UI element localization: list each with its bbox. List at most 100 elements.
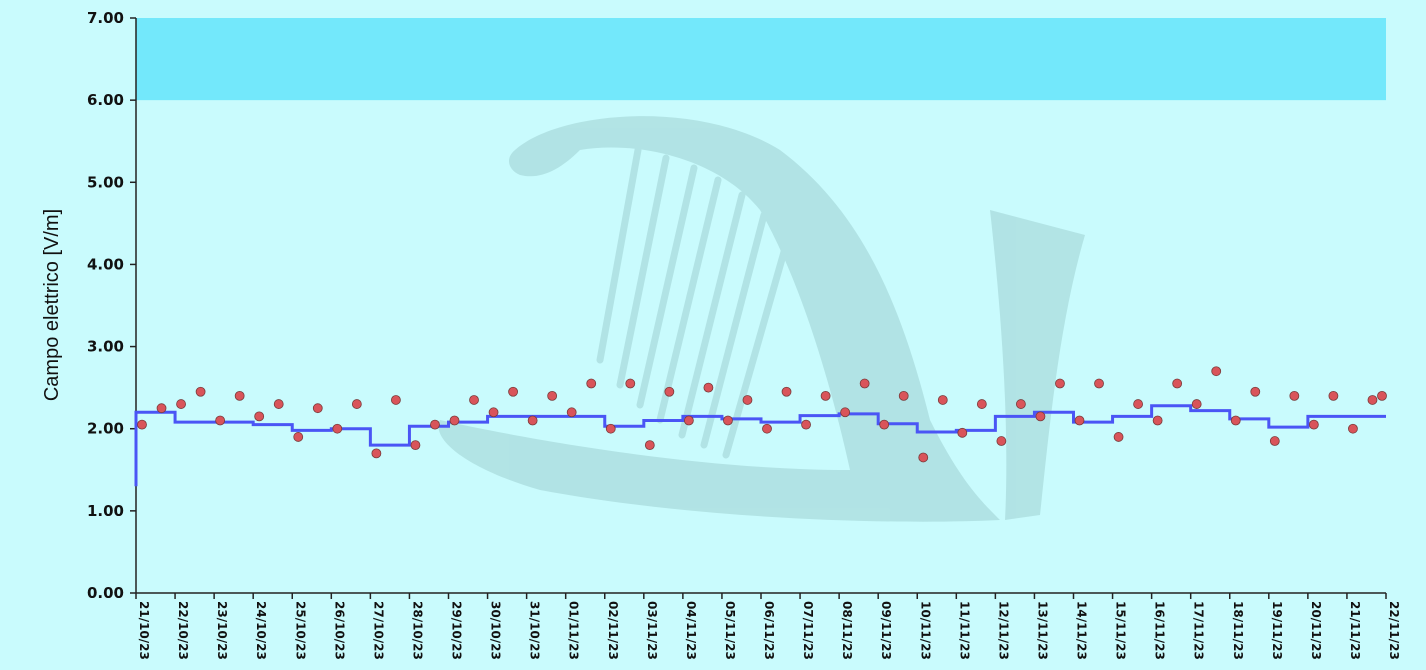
measurement-point <box>391 395 401 405</box>
measurement-point <box>488 407 499 418</box>
measurement-point <box>527 415 538 426</box>
measurement-point <box>176 399 186 409</box>
measurement-point <box>293 432 304 442</box>
x-tick-label: 22/10/23 <box>176 601 190 660</box>
x-tick-label: 12/11/23 <box>996 601 1010 660</box>
measurement-point <box>683 415 694 426</box>
x-tick-label: 25/10/23 <box>293 601 307 660</box>
measurement-point <box>351 399 362 409</box>
x-tick-label: 03/11/23 <box>645 601 659 660</box>
measurement-point <box>976 399 987 409</box>
measurement-point <box>137 419 147 430</box>
measurement-point <box>1113 432 1124 442</box>
measurement-point <box>1094 378 1104 389</box>
measurement-point <box>820 390 831 401</box>
y-tick-label: 5.00 <box>87 173 124 191</box>
x-tick-label: 30/10/23 <box>489 601 503 660</box>
average-step-layer <box>134 404 1386 487</box>
threshold-band-layer <box>136 18 1386 101</box>
x-tick-label: 20/11/23 <box>1309 601 1323 660</box>
x-tick-label: 10/11/23 <box>918 601 932 660</box>
x-tick-label: 11/11/23 <box>957 601 971 660</box>
measurement-point <box>996 436 1007 446</box>
threshold-band <box>136 18 1386 101</box>
measurement-point <box>1016 399 1026 409</box>
y-tick-label: 6.00 <box>87 91 124 109</box>
measurement-point-layer <box>137 366 1387 463</box>
x-tick-label: 14/11/23 <box>1075 601 1089 660</box>
x-tick-label: 13/11/23 <box>1035 601 1049 660</box>
y-tick-label: 1.00 <box>87 502 124 520</box>
measurement-point <box>781 386 792 397</box>
x-tick-label: 24/10/23 <box>254 601 268 660</box>
measurement-point <box>1172 378 1183 389</box>
measurement-point <box>703 382 714 393</box>
measurement-point <box>762 423 772 434</box>
measurement-point <box>273 399 284 409</box>
measurement-point <box>371 448 382 459</box>
measurement-point <box>625 378 636 389</box>
y-tick-layer: 0.00 1.00 2.00 3.00 4.00 5.00 6.00 7.00 <box>87 9 136 602</box>
x-tick-label: 05/11/23 <box>723 601 737 660</box>
measurement-point <box>312 403 323 414</box>
measurement-point <box>1250 386 1261 397</box>
measurement-point <box>1328 390 1339 401</box>
measurement-point <box>469 395 479 405</box>
y-tick-label: 0.00 <box>87 584 124 602</box>
measurement-point <box>1230 415 1241 426</box>
harp-watermark-logo <box>438 116 1085 522</box>
measurement-point <box>742 395 753 405</box>
measurement-point <box>215 415 226 426</box>
measurement-point <box>254 411 265 422</box>
measurement-point <box>957 427 968 438</box>
y-tick-label: 7.00 <box>87 9 124 27</box>
x-tick-label: 22/11/23 <box>1387 601 1401 660</box>
measurement-point <box>1348 423 1358 434</box>
measurement-point <box>430 419 440 430</box>
x-tick-label: 27/10/23 <box>371 601 385 660</box>
measurement-point <box>723 415 733 426</box>
measurement-point <box>1269 436 1280 446</box>
measurement-point <box>195 386 206 397</box>
measurement-point <box>1152 415 1163 426</box>
x-tick-label: 15/11/23 <box>1114 601 1128 660</box>
measurement-point <box>1191 399 1202 409</box>
measurement-point <box>1133 399 1143 409</box>
measurement-point <box>234 390 245 401</box>
x-tick-label: 04/11/23 <box>684 601 698 660</box>
measurement-point <box>605 423 616 434</box>
x-tick-label: 09/11/23 <box>879 601 893 660</box>
x-tick-label: 28/10/23 <box>410 601 424 660</box>
measurement-point <box>449 415 460 426</box>
measurement-point <box>1377 390 1387 401</box>
x-tick-label: 17/11/23 <box>1192 601 1206 660</box>
x-tick-label: 01/11/23 <box>567 601 581 660</box>
x-tick-label: 18/11/23 <box>1231 601 1245 660</box>
measurement-point <box>801 419 811 430</box>
x-tick-label: 06/11/23 <box>762 601 776 660</box>
x-tick-label: 02/11/23 <box>606 601 620 660</box>
measurement-point <box>1211 366 1222 377</box>
x-tick-label: 16/11/23 <box>1153 601 1167 660</box>
measurement-point <box>332 423 343 434</box>
x-tick-label: 29/10/23 <box>450 601 464 660</box>
measurement-point <box>508 386 518 397</box>
measurement-point <box>1055 378 1065 389</box>
average-step-line <box>134 404 1386 487</box>
measurement-point <box>879 419 890 430</box>
measurement-point <box>1367 395 1378 405</box>
x-tick-label: 21/10/23 <box>137 601 151 660</box>
y-tick-label: 2.00 <box>87 420 124 438</box>
x-tick-label: 19/11/23 <box>1270 601 1284 660</box>
measurement-point <box>566 407 577 418</box>
measurement-point <box>547 390 558 401</box>
x-tick-label: 21/11/23 <box>1348 601 1362 660</box>
x-tick-label: 07/11/23 <box>801 601 815 660</box>
x-tick-label: 23/10/23 <box>215 601 229 660</box>
measurement-point <box>1035 411 1046 422</box>
y-tick-label: 3.00 <box>87 338 124 356</box>
measurement-point <box>410 440 421 451</box>
measurement-point <box>644 440 655 451</box>
